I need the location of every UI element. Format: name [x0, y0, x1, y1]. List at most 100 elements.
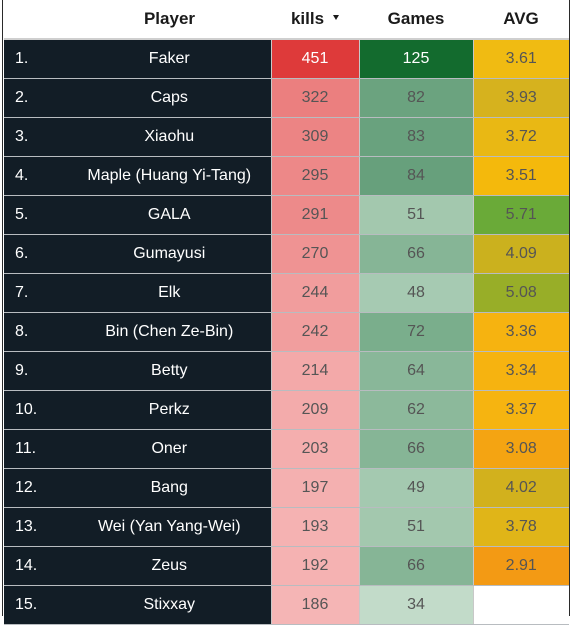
table-row: 12. Bang 197 49 4.02 — [4, 468, 569, 508]
rank-cell: 5. — [4, 195, 68, 235]
player-header[interactable]: Player — [68, 0, 271, 40]
games-cell: 82 — [358, 78, 473, 118]
kills-cell: 186 — [270, 585, 359, 625]
table-row: 10. Perkz 209 62 3.37 — [4, 390, 569, 430]
kills-cell: 322 — [270, 78, 359, 118]
table-row: 14. Zeus 192 66 2.91 — [4, 546, 569, 586]
kills-cell: 309 — [270, 117, 359, 157]
player-cell: GALA — [68, 195, 271, 235]
table-row: 7. Elk 244 48 5.08 — [4, 273, 569, 313]
avg-cell: 5.71 — [472, 195, 569, 235]
header-row: Player kills Games AVG — [4, 0, 569, 40]
kills-leaderboard-table: Player kills Games AVG 1. Faker 451 125 3.61… — [4, 0, 569, 625]
kills-cell: 203 — [270, 429, 359, 469]
rank-cell: 4. — [4, 156, 68, 196]
games-cell: 72 — [358, 312, 473, 352]
games-cell: 66 — [358, 546, 473, 586]
avg-cell: 4.02 — [472, 468, 569, 508]
avg-cell: 3.51 — [472, 156, 569, 196]
player-cell: Faker — [68, 39, 271, 79]
player-cell: Caps — [68, 78, 271, 118]
rank-cell: 2. — [4, 78, 68, 118]
player-header-label: Player — [143, 9, 196, 28]
games-header-label: Games — [387, 9, 445, 28]
kills-cell: 214 — [270, 351, 359, 391]
avg-cell: 3.61 — [472, 39, 569, 79]
table-frame — [2, 0, 570, 616]
player-cell: Zeus — [68, 546, 271, 586]
avg-cell: 3.93 — [472, 78, 569, 118]
player-cell: Xiaohu — [68, 117, 271, 157]
table-row: 2. Caps 322 82 3.93 — [4, 78, 569, 118]
rank-header — [4, 0, 68, 40]
rank-cell: 6. — [4, 234, 68, 274]
avg-cell: 3.72 — [472, 117, 569, 157]
avg-cell: 3.78 — [472, 507, 569, 547]
games-cell: 83 — [358, 117, 473, 157]
player-cell: Stixxay — [68, 585, 271, 625]
rank-cell: 14. — [4, 546, 68, 586]
kills-cell: 193 — [270, 507, 359, 547]
games-cell: 64 — [358, 351, 473, 391]
avg-header[interactable]: AVG — [473, 0, 569, 40]
avg-cell — [472, 585, 569, 625]
games-cell: 66 — [358, 429, 473, 469]
kills-cell: 209 — [270, 390, 359, 430]
games-cell: 34 — [358, 585, 473, 625]
rank-cell: 15. — [4, 585, 68, 625]
table-row: 15. Stixxay 186 34 — [4, 585, 569, 625]
kills-cell: 242 — [270, 312, 359, 352]
avg-header-label: AVG — [503, 9, 539, 28]
rank-cell: 11. — [4, 429, 68, 469]
rank-cell: 3. — [4, 117, 68, 157]
player-cell: Bin (Chen Ze-Bin) — [68, 312, 271, 352]
games-cell: 49 — [358, 468, 473, 508]
table-row: 5. GALA 291 51 5.71 — [4, 195, 569, 235]
player-cell: Gumayusi — [68, 234, 271, 274]
rank-cell: 7. — [4, 273, 68, 313]
kills-cell: 270 — [270, 234, 359, 274]
kills-cell: 244 — [270, 273, 359, 313]
player-cell: Maple (Huang Yi-Tang) — [68, 156, 271, 196]
rank-cell: 13. — [4, 507, 68, 547]
games-cell: 125 — [358, 39, 473, 79]
games-cell: 84 — [358, 156, 473, 196]
player-cell: Perkz — [68, 390, 271, 430]
games-cell: 66 — [358, 234, 473, 274]
kills-cell: 192 — [270, 546, 359, 586]
player-cell: Bang — [68, 468, 271, 508]
rank-cell: 10. — [4, 390, 68, 430]
player-cell: Wei (Yan Yang-Wei) — [68, 507, 271, 547]
table-row: 9. Betty 214 64 3.34 — [4, 351, 569, 391]
table-row: 8. Bin (Chen Ze-Bin) 242 72 3.36 — [4, 312, 569, 352]
kills-cell: 197 — [270, 468, 359, 508]
table-row: 3. Xiaohu 309 83 3.72 — [4, 117, 569, 157]
games-cell: 51 — [358, 507, 473, 547]
avg-cell: 4.09 — [472, 234, 569, 274]
kills-cell: 451 — [270, 39, 359, 79]
kills-header-label: kills — [290, 9, 325, 28]
rank-cell: 12. — [4, 468, 68, 508]
kills-cell: 295 — [270, 156, 359, 196]
table-row: 1. Faker 451 125 3.61 — [4, 39, 569, 79]
kills-header[interactable]: kills — [271, 0, 359, 40]
rank-cell: 9. — [4, 351, 68, 391]
table-row: 6. Gumayusi 270 66 4.09 — [4, 234, 569, 274]
table-row: 11. Oner 203 66 3.08 — [4, 429, 569, 469]
games-cell: 48 — [358, 273, 473, 313]
sort-descending-icon[interactable] — [333, 15, 340, 21]
player-cell: Betty — [68, 351, 271, 391]
avg-cell: 3.34 — [472, 351, 569, 391]
rank-cell: 1. — [4, 39, 68, 79]
games-header[interactable]: Games — [359, 0, 473, 40]
kills-cell: 291 — [270, 195, 359, 235]
avg-cell: 3.08 — [472, 429, 569, 469]
avg-cell: 5.08 — [472, 273, 569, 313]
avg-cell: 3.37 — [472, 390, 569, 430]
avg-cell: 2.91 — [472, 546, 569, 586]
table-row: 4. Maple (Huang Yi-Tang) 295 84 3.51 — [4, 156, 569, 196]
games-cell: 51 — [358, 195, 473, 235]
player-cell: Elk — [68, 273, 271, 313]
rank-cell: 8. — [4, 312, 68, 352]
player-cell: Oner — [68, 429, 271, 469]
